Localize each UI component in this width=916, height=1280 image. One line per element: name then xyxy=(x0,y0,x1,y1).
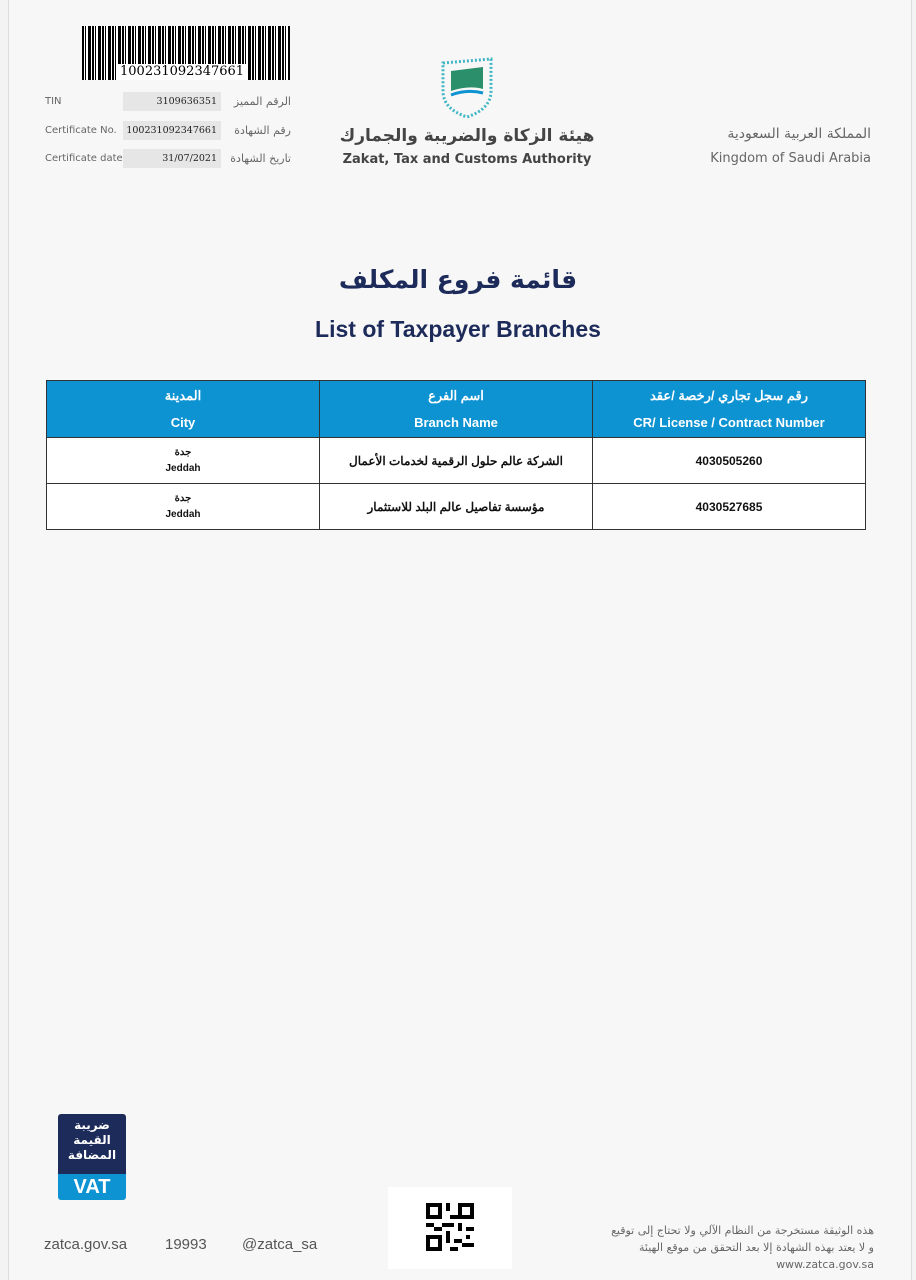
page-title-en: List of Taxpayer Branches xyxy=(315,316,601,342)
vat-logo-ar: ضريبة القيمة المضافة xyxy=(58,1114,126,1174)
number-cell: 4030527685 xyxy=(592,483,866,530)
column-branch-name: اسم الفرع Branch Name xyxy=(319,380,593,438)
barcode-number: 100231092347661 xyxy=(118,64,247,80)
authority-name-ar: هيئة الزكاة والضريبة والجمارك xyxy=(339,126,595,146)
certificate-no-value: 100231092347661 xyxy=(123,120,221,140)
disclaimer-line-2: و لا يعتد بهذه الشهادة إلا بعد التحقق من… xyxy=(639,1241,874,1254)
certificate-date-row: Certificate date 31/07/2021 تاريخ الشهاد… xyxy=(45,148,291,168)
certificate-no-label: Certificate No. xyxy=(45,124,117,136)
certificate-page: 100231092347661 TIN 3109636351 الرقم الم… xyxy=(8,0,912,1280)
column-number-en: CR/ License / Contract Number xyxy=(633,415,825,430)
tin-label-ar: الرقم المميز xyxy=(233,94,291,108)
tin-value: 3109636351 xyxy=(123,91,221,111)
country-name-en: Kingdom of Saudi Arabia xyxy=(710,151,871,166)
certificate-no-label-ar: رقم الشهادة xyxy=(234,123,291,137)
column-city: المدينة City xyxy=(46,380,320,438)
disclaimer-line-1: هذه الوثيقة مستخرجة من النظام الآلي ولا … xyxy=(611,1224,874,1237)
certificate-no-row: Certificate No. 100231092347661 رقم الشه… xyxy=(45,120,291,140)
certificate-date-label-ar: تاريخ الشهادة xyxy=(230,151,291,165)
column-branch-en: Branch Name xyxy=(414,415,498,430)
city-ar: جدة xyxy=(174,446,192,458)
footer-phone: 19993 xyxy=(165,1236,207,1253)
page-title-ar: قائمة فروع المكلف xyxy=(338,265,578,294)
disclaimer: هذه الوثيقة مستخرجة من النظام الآلي ولا … xyxy=(611,1222,874,1273)
tin-row: TIN 3109636351 الرقم المميز xyxy=(45,91,291,111)
tin-label: TIN xyxy=(45,95,62,107)
column-city-en: City xyxy=(170,415,196,430)
disclaimer-url[interactable]: www.zatca.gov.sa xyxy=(776,1258,874,1271)
zatca-logo-icon xyxy=(441,57,493,119)
branches-table: المدينة City اسم الفرع Branch Name رقم سجل… xyxy=(46,380,866,530)
qr-code-icon xyxy=(426,1203,474,1251)
vat-logo-en: VAT xyxy=(58,1174,126,1200)
branch-name-cell: الشركة عالم حلول الرقمية لخدمات الأعمال xyxy=(319,437,593,484)
table-header-row: المدينة City اسم الفرع Branch Name رقم سجل… xyxy=(46,380,866,438)
number-cell: 4030505260 xyxy=(592,437,866,484)
city-en: Jeddah xyxy=(165,462,201,474)
certificate-date-label: Certificate date xyxy=(45,152,123,164)
qr-code-box xyxy=(388,1187,512,1269)
city-cell: جدة Jeddah xyxy=(46,483,320,530)
authority-name-en: Zakat, Tax and Customs Authority xyxy=(342,152,592,167)
barcode: 100231092347661 xyxy=(82,26,290,80)
column-branch-ar: اسم الفرع xyxy=(428,388,484,403)
city-cell: جدة Jeddah xyxy=(46,437,320,484)
column-number-ar: رقم سجل تجاري /رخصة /عقد xyxy=(649,388,809,403)
vat-logo: ضريبة القيمة المضافة VAT xyxy=(58,1114,126,1200)
city-en: Jeddah xyxy=(165,508,201,520)
branch-name-cell: مؤسسة تفاصيل عالم البلد للاستثمار xyxy=(319,483,593,530)
table-row: جدة Jeddah الشركة عالم حلول الرقمية لخدما… xyxy=(46,437,866,484)
certificate-date-value: 31/07/2021 xyxy=(123,148,221,168)
city-ar: جدة xyxy=(174,492,192,504)
footer-social[interactable]: @zatca_sa xyxy=(242,1236,318,1253)
table-row: جدة Jeddah مؤسسة تفاصيل عالم البلد للاستث… xyxy=(46,483,866,530)
column-city-ar: المدينة xyxy=(164,388,202,403)
column-number: رقم سجل تجاري /رخصة /عقد CR/ License / Co… xyxy=(592,380,866,438)
footer-website[interactable]: zatca.gov.sa xyxy=(44,1236,128,1253)
country-name-ar: المملكة العربية السعودية xyxy=(727,126,871,142)
